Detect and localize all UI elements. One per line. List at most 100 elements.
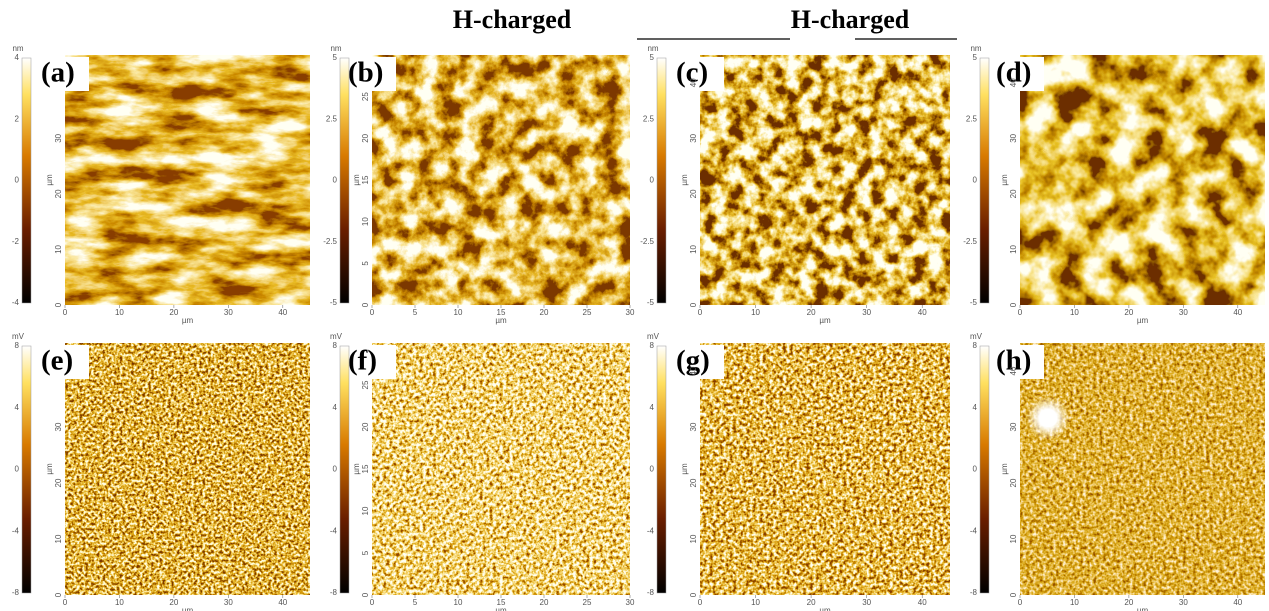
colorbar-tick-label: 2 [15, 114, 20, 123]
y-tick-label: 10 [361, 506, 370, 515]
colorbar [980, 346, 989, 593]
x-tick-label: 0 [1018, 598, 1023, 607]
x-tick-label: 10 [115, 308, 124, 317]
colorbar-tick-label: 8 [650, 341, 655, 350]
y-tick-label: 10 [1009, 244, 1018, 253]
y-tick-label: 10 [1009, 534, 1018, 543]
y-tick-label: 15 [361, 464, 370, 473]
colorbar-tick-label: 5 [333, 53, 338, 62]
x-tick-label: 40 [1233, 598, 1242, 607]
x-tick-label: 30 [862, 308, 871, 317]
colorbar-tick-label: -5 [647, 298, 655, 307]
x-tick-label: 0 [63, 308, 68, 317]
panel-label: (a) [41, 57, 75, 89]
x-tick-label: 30 [862, 598, 871, 607]
y-tick-label: 20 [361, 133, 370, 142]
x-tick-label: 40 [1233, 308, 1242, 317]
y-tick-label: 10 [54, 244, 63, 253]
y-unit: µm [352, 463, 361, 475]
x-tick-label: 0 [63, 598, 68, 607]
x-tick-label: 10 [1070, 308, 1079, 317]
y-tick-label: 40 [689, 366, 698, 375]
y-tick-label: 5 [361, 550, 370, 555]
colorbar-tick-label: -8 [970, 588, 978, 597]
x-tick-label: 10 [115, 598, 124, 607]
colorbar-tick-label: 4 [15, 53, 20, 62]
y-tick-label: 15 [361, 175, 370, 184]
x-tick-label: 40 [278, 308, 287, 317]
x-tick-label: 10 [454, 308, 463, 317]
colorbar-unit: nm [12, 44, 23, 53]
colorbar [980, 58, 989, 303]
x-unit: µm [1137, 316, 1149, 325]
colorbar-tick-label: 2.5 [966, 114, 978, 123]
colorbar-tick-label: -4 [647, 526, 655, 535]
y-tick-label: 0 [1009, 592, 1018, 597]
x-tick-label: 25 [583, 598, 592, 607]
x-tick-label: 5 [413, 308, 418, 317]
colorbar-tick-label: 4 [333, 403, 338, 412]
y-tick-label: 20 [1009, 189, 1018, 198]
colorbar-tick-label: 0 [333, 176, 338, 185]
x-unit: µm [819, 316, 831, 325]
colorbar-tick-label: 0 [15, 465, 20, 474]
colorbar [657, 58, 666, 303]
y-unit: µm [45, 463, 54, 475]
colorbar-tick-label: -4 [12, 526, 20, 535]
afm-image [1020, 55, 1265, 305]
colorbar [340, 346, 349, 593]
afm-image [700, 55, 950, 305]
colorbar-tick-label: -8 [330, 588, 338, 597]
y-tick-label: 20 [54, 189, 63, 198]
y-tick-label: 0 [361, 302, 370, 307]
colorbar-tick-label: -5 [970, 298, 978, 307]
colorbar-tick-label: -2.5 [963, 237, 977, 246]
y-tick-label: 0 [689, 592, 698, 597]
x-unit: µm [182, 606, 194, 611]
x-unit: µm [1137, 606, 1149, 611]
y-tick-label: 10 [361, 217, 370, 226]
colorbar [340, 58, 349, 303]
y-tick-label: 20 [689, 189, 698, 198]
colorbar-unit: nm [330, 44, 341, 53]
colorbar-tick-label: 0 [973, 176, 978, 185]
y-unit: µm [680, 174, 689, 186]
x-tick-label: 10 [751, 598, 760, 607]
colorbar-tick-label: 8 [333, 341, 338, 350]
x-tick-label: 20 [540, 598, 549, 607]
y-tick-label: 25 [361, 380, 370, 389]
x-tick-label: 0 [1018, 308, 1023, 317]
colorbar-tick-label: 4 [650, 403, 655, 412]
colorbar-tick-label: 4 [973, 403, 978, 412]
x-tick-label: 20 [807, 598, 816, 607]
x-tick-label: 25 [583, 308, 592, 317]
colorbar-tick-label: -4 [970, 526, 978, 535]
y-tick-label: 30 [1009, 422, 1018, 431]
x-tick-label: 30 [1179, 598, 1188, 607]
afm-image [700, 343, 950, 595]
colorbar-tick-label: -8 [12, 588, 20, 597]
colorbar-unit: mV [970, 332, 983, 341]
y-tick-label: 10 [689, 534, 698, 543]
colorbar-unit: mV [330, 332, 343, 341]
y-unit: µm [45, 174, 54, 186]
colorbar [657, 346, 666, 593]
colorbar-tick-label: 0 [973, 465, 978, 474]
panel-label: (f) [348, 345, 377, 377]
afm-image [65, 55, 310, 305]
x-tick-label: 5 [413, 598, 418, 607]
x-tick-label: 0 [698, 598, 703, 607]
colorbar-tick-label: 5 [650, 53, 655, 62]
colorbar-tick-label: -4 [330, 526, 338, 535]
y-tick-label: 40 [1009, 78, 1018, 87]
x-tick-label: 30 [224, 598, 233, 607]
colorbar-unit: mV [12, 332, 25, 341]
y-tick-label: 0 [689, 302, 698, 307]
colorbar-tick-label: 0 [15, 176, 20, 185]
y-tick-label: 30 [689, 133, 698, 142]
y-tick-label: 40 [1009, 366, 1018, 375]
afm-image [65, 343, 310, 595]
header: H-charged [453, 5, 572, 34]
colorbar-tick-label: 5 [973, 53, 978, 62]
y-unit: µm [680, 463, 689, 475]
